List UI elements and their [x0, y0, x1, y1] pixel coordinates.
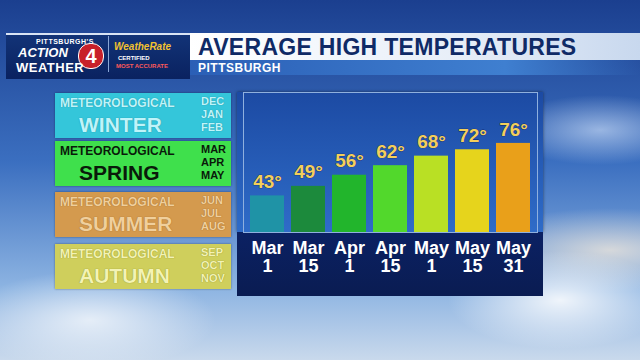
svg-text:May1: May1 [414, 238, 449, 276]
html-text:AVERAGE HIGH TEMPERATURES: AVERAGE HIGH TEMPERATURES [198, 34, 577, 60]
html-text:METEOROLOGICAL: METEOROLOGICAL [60, 96, 175, 110]
svg-text:Mar1: Mar1 [251, 238, 283, 276]
html-text:ACTION: ACTION [18, 45, 68, 60]
html-text:APR: APR [201, 156, 225, 168]
svg-text:Mar15: Mar15 [292, 238, 324, 276]
svg-text:49°: 49° [294, 161, 323, 182]
html-text:AUTUMN: AUTUMN [79, 264, 170, 287]
svg-text:56°: 56° [335, 150, 364, 171]
html-text:AUG: AUG [201, 220, 226, 232]
svg-text:Apr15: Apr15 [375, 238, 406, 276]
svg-text:Apr1: Apr1 [334, 238, 365, 276]
html-text:WINTER: WINTER [79, 113, 162, 136]
html-text:METEOROLOGICAL: METEOROLOGICAL [60, 144, 175, 158]
html-text:METEOROLOGICAL: METEOROLOGICAL [60, 247, 175, 261]
html-text:JAN: JAN [201, 108, 223, 120]
svg-text:76°: 76° [499, 118, 528, 139]
svg-text:May31: May31 [496, 238, 531, 276]
html-text:METEOROLOGICAL: METEOROLOGICAL [60, 195, 175, 209]
html-text:WEATHER: WEATHER [16, 60, 85, 75]
svg-text:62°: 62° [376, 141, 405, 162]
html-text:MAY: MAY [201, 169, 225, 181]
html-text:NOV: NOV [201, 272, 225, 284]
html-text:JUL: JUL [201, 207, 222, 219]
html-text:WeatheRate: WeatheRate [114, 41, 172, 52]
svg-text:May15: May15 [455, 238, 490, 276]
html-text:SUMMER: SUMMER [79, 212, 173, 235]
html-text:MAR: MAR [201, 143, 227, 155]
svg-text:43°: 43° [253, 171, 282, 192]
html-text:PITTSBURGH: PITTSBURGH [198, 61, 281, 75]
html-text:SPRING: SPRING [79, 161, 160, 184]
html-text:4: 4 [85, 45, 97, 67]
html-text:PITTSBURGH'S: PITTSBURGH'S [36, 38, 94, 45]
html-text:DEC: DEC [201, 95, 225, 107]
html-text:OCT: OCT [201, 259, 225, 271]
svg-text:72°: 72° [458, 125, 487, 146]
html-text:JUN: JUN [201, 194, 223, 206]
html-text:SEP: SEP [201, 246, 223, 258]
svg-text:68°: 68° [417, 131, 446, 152]
html-text:FEB: FEB [201, 121, 223, 133]
html-text:CERTIFIED: CERTIFIED [118, 55, 150, 61]
html-text:MOST ACCURATE: MOST ACCURATE [116, 63, 168, 69]
